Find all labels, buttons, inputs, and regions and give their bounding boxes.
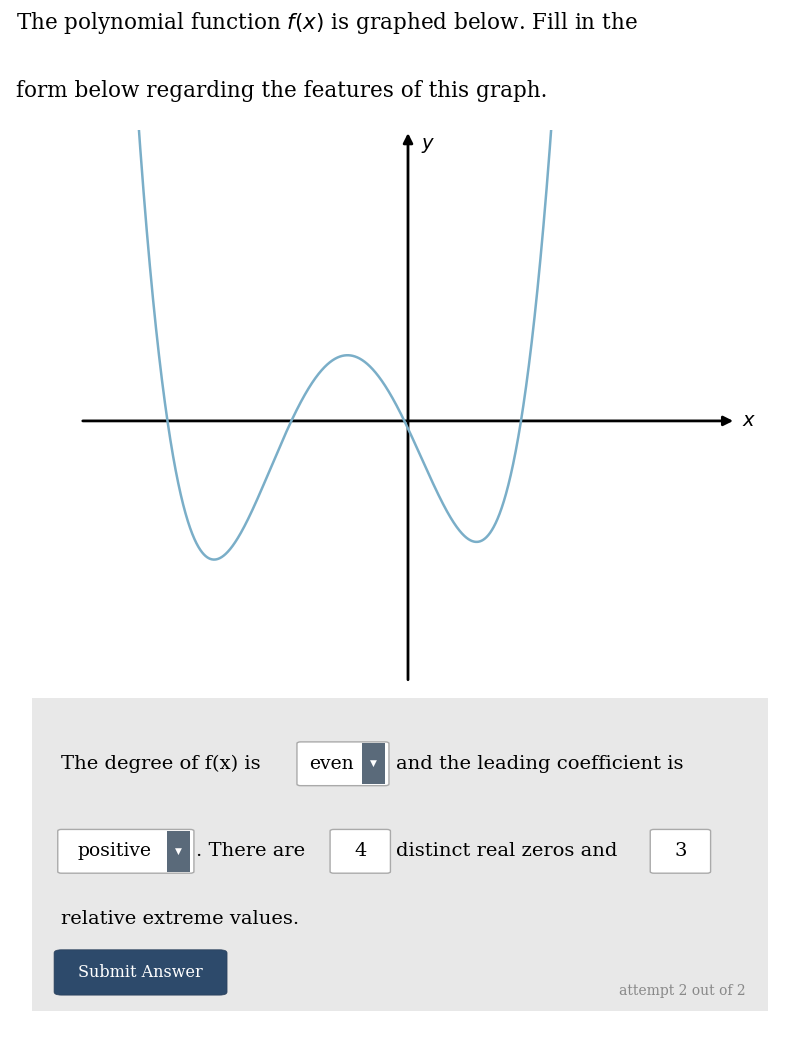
Text: The polynomial function $f(x)$ is graphed below. Fill in the: The polynomial function $f(x)$ is graphe… — [16, 10, 638, 36]
Text: $x$: $x$ — [742, 412, 756, 430]
Text: relative extreme values.: relative extreme values. — [62, 910, 299, 927]
Text: 3: 3 — [674, 842, 686, 861]
FancyBboxPatch shape — [330, 829, 390, 873]
FancyBboxPatch shape — [297, 742, 389, 786]
Text: even: even — [309, 754, 354, 773]
Text: ▼: ▼ — [175, 847, 182, 855]
Text: ▼: ▼ — [370, 760, 377, 768]
Text: distinct real zeros and: distinct real zeros and — [395, 842, 617, 861]
Text: form below regarding the features of this graph.: form below regarding the features of thi… — [16, 80, 547, 102]
FancyBboxPatch shape — [54, 950, 227, 995]
Text: $y$: $y$ — [421, 137, 435, 155]
Text: 4: 4 — [354, 842, 366, 861]
Text: and the leading coefficient is: and the leading coefficient is — [396, 754, 684, 773]
Text: positive: positive — [77, 842, 151, 861]
FancyBboxPatch shape — [362, 744, 386, 785]
FancyBboxPatch shape — [166, 832, 190, 871]
Text: . There are: . There are — [196, 842, 306, 861]
FancyBboxPatch shape — [25, 695, 775, 1014]
Text: attempt 2 out of 2: attempt 2 out of 2 — [619, 985, 746, 998]
FancyBboxPatch shape — [58, 829, 194, 873]
Text: The degree of f(x) is: The degree of f(x) is — [62, 754, 261, 773]
FancyBboxPatch shape — [650, 829, 710, 873]
Text: Submit Answer: Submit Answer — [78, 964, 203, 981]
